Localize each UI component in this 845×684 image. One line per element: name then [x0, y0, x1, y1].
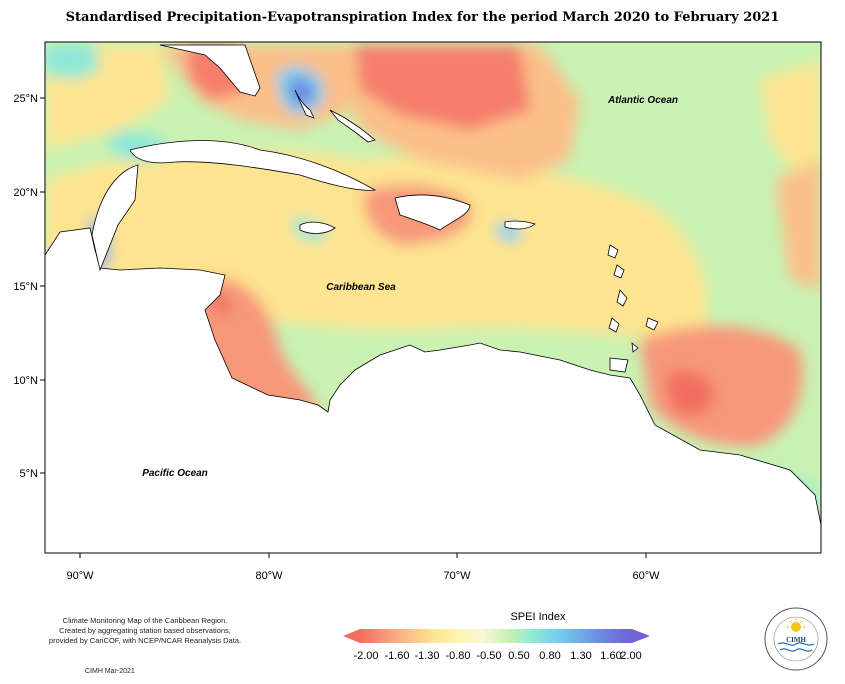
legend-label: -1.30: [414, 650, 439, 662]
land-outlines: [45, 44, 821, 553]
cimh-logo: CIMH: [764, 607, 828, 671]
map-frame: [44, 41, 822, 554]
lat-label-15: 15°N: [13, 281, 38, 293]
legend-label: -0.80: [445, 650, 470, 662]
cimh-logo-text: CIMH: [786, 636, 806, 644]
caribbean-sea-label: Caribbean Sea: [326, 282, 396, 293]
footer-line: Climate Monitoring Map of the Caribbean …: [62, 616, 228, 625]
legend-label: -1.60: [384, 650, 409, 662]
spei-field: [45, 42, 821, 553]
legend-colorbar: [343, 629, 650, 643]
footer-line: provided by CariCOF, with NCEP/NCAR Rean…: [48, 636, 242, 645]
lat-label-20: 20°N: [13, 187, 38, 199]
atlantic-ocean-label: Atlantic Ocean: [607, 95, 678, 106]
lon-label-60: 60°W: [632, 570, 660, 582]
legend-labels: -2.00 -1.60 -1.30 -0.80 -0.50 0.50 0.80 …: [353, 650, 641, 662]
latitude-axis: 25°N 20°N 15°N 10°N 5°N: [13, 93, 45, 480]
lat-label-10: 10°N: [13, 375, 38, 387]
legend-label: 0.50: [508, 650, 529, 662]
lon-label-90: 90°W: [66, 570, 94, 582]
footer-credit: CIMH Mar-2021: [85, 668, 135, 675]
lat-label-5: 5°N: [20, 468, 39, 480]
lat-label-25: 25°N: [13, 93, 38, 105]
pacific-ocean-label: Pacific Ocean: [142, 468, 208, 479]
legend-label: 0.80: [539, 650, 560, 662]
legend-label: 2.00: [620, 650, 641, 662]
legend-label: 1.60: [600, 650, 621, 662]
legend-label: -2.00: [353, 650, 378, 662]
footer-description: Climate Monitoring Map of the Caribbean …: [30, 616, 260, 646]
lon-label-80: 80°W: [255, 570, 283, 582]
legend-label: 1.30: [570, 650, 591, 662]
sun-icon: [787, 618, 805, 632]
longitude-axis: 90°W 80°W 70°W 60°W: [66, 553, 660, 582]
map-title: Standardised Precipitation-Evapotranspir…: [65, 10, 780, 25]
legend-label: -0.50: [476, 650, 501, 662]
lon-label-70: 70°W: [443, 570, 471, 582]
footer-line: Created by aggregating station based obs…: [59, 626, 231, 635]
legend-title: SPEI Index: [510, 611, 566, 623]
